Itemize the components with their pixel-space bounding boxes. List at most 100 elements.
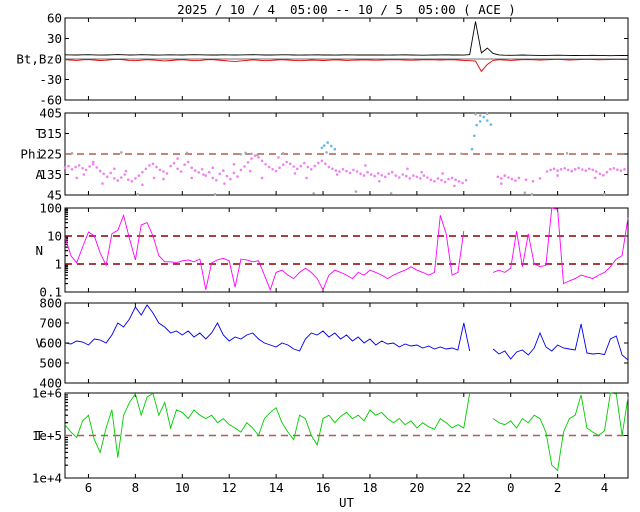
point-cyan-points (478, 120, 482, 123)
point-Phi (130, 180, 134, 183)
point-Phi (369, 173, 373, 176)
point-Phi (183, 163, 186, 166)
point-gray-points (244, 151, 247, 155)
point-Phi (320, 159, 324, 163)
point-Phi-scatter (293, 172, 297, 175)
point-cyan-points (470, 147, 474, 151)
x-tick-label: 16 (316, 480, 331, 495)
point-Phi (331, 167, 334, 171)
point-gray-points (70, 152, 74, 155)
point-Phi (116, 179, 120, 182)
point-Phi-scatter (420, 170, 423, 174)
point-gray-points (312, 192, 316, 195)
point-gray-points (478, 114, 482, 117)
point-Phi (211, 176, 215, 180)
point-Phi (422, 174, 426, 177)
point-Phi (355, 170, 359, 173)
point-Phi (500, 177, 503, 180)
point-Phi (338, 170, 341, 173)
point-Phi (232, 171, 236, 175)
point-Phi (179, 170, 183, 173)
point-Phi (172, 161, 176, 165)
point-Phi (81, 167, 84, 170)
point-Phi (186, 160, 190, 164)
y-tick-label: 700 (39, 316, 62, 331)
y-tick-label: 1e+5 (32, 428, 62, 443)
axis-unit-label: V (35, 336, 43, 351)
point-Phi (450, 176, 454, 180)
x-tick-label: 14 (269, 480, 284, 495)
point-Phi (605, 170, 609, 174)
y-tick-label: -30 (39, 72, 62, 87)
point-Phi (77, 164, 81, 167)
point-Phi-scatter (406, 167, 409, 171)
point-Phi (127, 178, 130, 181)
point-Phi (345, 169, 348, 173)
y-tick-label: 100 (39, 201, 62, 216)
point-Phi (352, 168, 355, 172)
point-cyan-points (333, 147, 337, 151)
point-Phi-scatter (305, 176, 308, 180)
point-Phi (514, 179, 517, 182)
point-Phi (588, 167, 591, 171)
series-T (492, 392, 629, 472)
x-tick-label: 20 (409, 480, 424, 495)
point-cyan-points (473, 134, 476, 138)
x-tick-label: 22 (456, 480, 471, 495)
y-tick-label: 30 (47, 31, 62, 46)
point-Phi (566, 168, 570, 172)
point-Phi (394, 174, 398, 177)
y-tick-label: 600 (39, 336, 62, 351)
point-Phi-scatter (277, 156, 280, 159)
point-Phi (271, 168, 274, 171)
point-Phi (549, 168, 552, 172)
point-Phi (176, 167, 179, 171)
point-cyan-points (486, 119, 489, 122)
panel-v: 800 700 600 500 400 V (35, 296, 629, 391)
point-cyan-points (475, 123, 479, 127)
point-Phi (274, 169, 278, 173)
series-V (64, 304, 471, 352)
point-Phi (243, 165, 246, 168)
point-Phi (246, 161, 250, 164)
point-Phi (595, 170, 598, 173)
point-gray-points (281, 152, 285, 155)
point-Phi-scatter (75, 176, 78, 180)
point-gray-points (185, 151, 189, 155)
y-tick-label: 0.1 (39, 285, 62, 300)
y-tick-label: 1 (54, 257, 62, 272)
axis-unit-label: A (35, 167, 43, 182)
point-gray-points (213, 193, 217, 196)
point-Phi (581, 168, 584, 171)
point-Phi (63, 166, 67, 169)
point-Phi-scatter (176, 157, 179, 160)
point-Phi (591, 168, 595, 172)
point-Phi (70, 168, 74, 171)
point-Phi-scatter (124, 169, 128, 173)
point-Phi-scatter (211, 166, 215, 169)
point-Phi (362, 174, 366, 177)
point-Phi (510, 177, 514, 181)
point-Phi (310, 168, 313, 171)
point-Phi (602, 173, 605, 177)
point-Phi (285, 160, 289, 164)
point-Phi (366, 170, 369, 174)
point-Phi-scatter (249, 169, 252, 173)
point-Phi-scatter (91, 160, 95, 164)
point-Phi (524, 178, 528, 181)
point-Phi-scatter (113, 167, 116, 171)
point-Phi-scatter (378, 180, 381, 183)
point-Phi (598, 172, 602, 176)
point-gray-points (486, 112, 489, 116)
axis-unit-label: Phi (20, 147, 43, 162)
point-Phi (299, 164, 303, 168)
axis-unit-label: T (35, 126, 43, 141)
panel-phi: 405 315 225 135 45 T Phi A (20, 106, 629, 203)
panel-n: 100 10 1 0.1 N (35, 201, 629, 300)
point-Phi (98, 169, 102, 173)
point-Phi (577, 166, 580, 170)
point-Phi (436, 177, 440, 180)
point-Phi (253, 154, 257, 157)
point-Phi (84, 168, 88, 172)
